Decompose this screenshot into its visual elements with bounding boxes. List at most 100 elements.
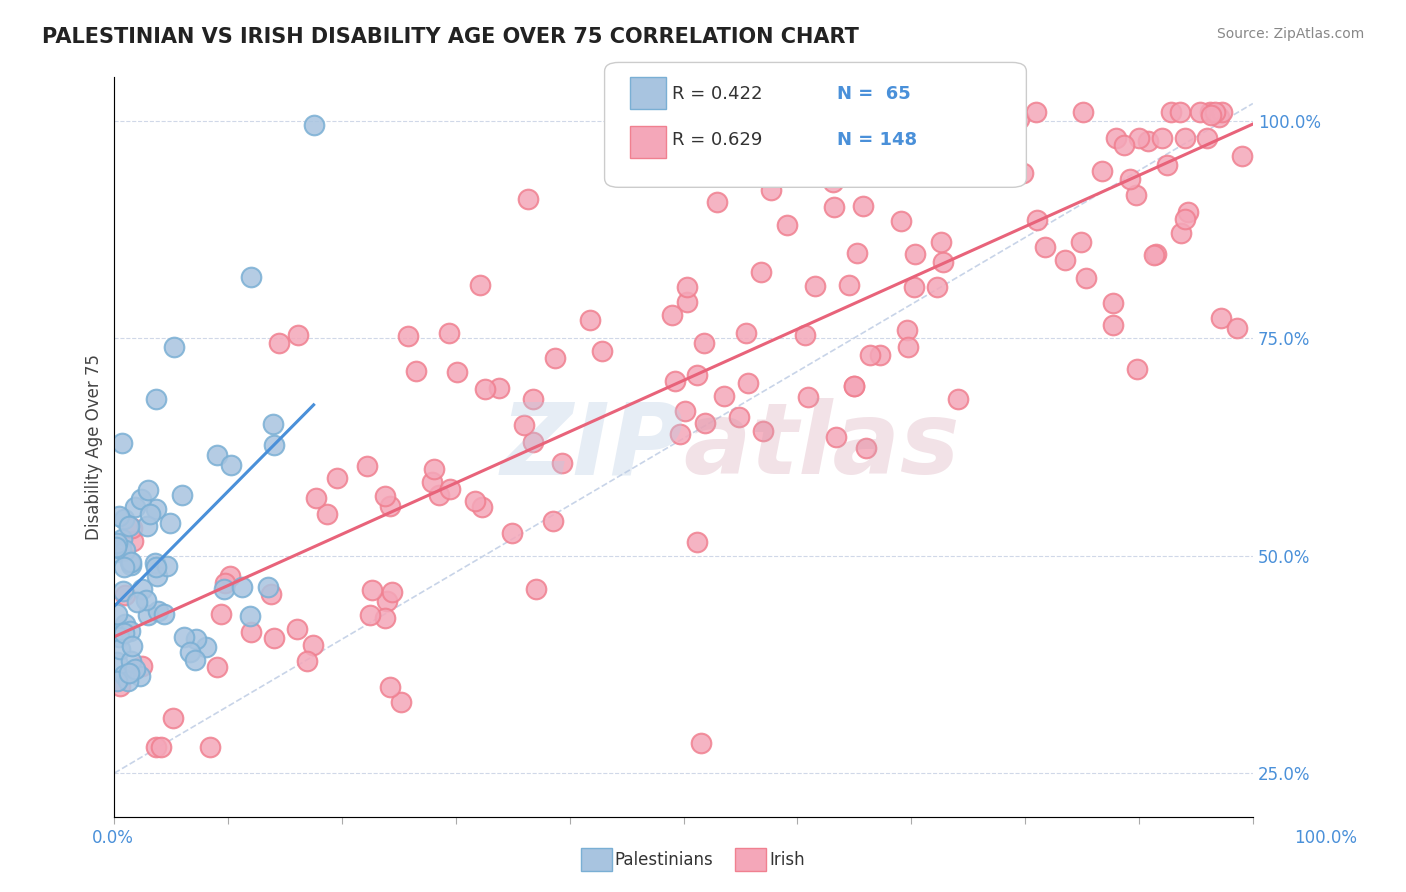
Point: [675, 295, 697, 310]
Point: [375, 594, 398, 608]
Point: [325, 471, 347, 485]
Text: atlas: atlas: [683, 399, 960, 495]
Point: [110, 541, 132, 556]
Text: N =  65: N = 65: [837, 85, 910, 103]
Point: [195, 640, 218, 654]
Point: [1033, 240, 1056, 254]
Point: [125, 595, 148, 609]
Point: [212, 582, 235, 597]
Point: [108, 630, 131, 644]
Point: [129, 492, 152, 507]
Point: [1177, 205, 1199, 219]
Point: [146, 603, 169, 617]
Point: [903, 280, 925, 294]
Point: [1119, 172, 1142, 186]
Point: [374, 611, 396, 625]
Point: [693, 336, 716, 351]
Point: [437, 326, 460, 340]
Point: [427, 488, 450, 502]
Point: [120, 654, 142, 668]
Point: [1156, 158, 1178, 172]
Point: [112, 560, 135, 574]
Point: [446, 365, 468, 379]
Point: [664, 375, 686, 389]
Point: [673, 404, 696, 418]
Point: [120, 555, 142, 569]
Point: [129, 669, 152, 683]
Point: [219, 569, 242, 583]
Point: [1150, 131, 1173, 145]
Point: [117, 673, 139, 688]
Point: [239, 608, 262, 623]
Point: [231, 580, 253, 594]
Point: [136, 483, 159, 498]
Point: [737, 376, 759, 390]
Point: [544, 351, 567, 365]
Point: [852, 199, 875, 213]
Point: [751, 265, 773, 279]
Point: [184, 632, 207, 647]
Point: [163, 340, 186, 354]
Point: [706, 194, 728, 209]
Point: [1025, 212, 1047, 227]
Point: [114, 588, 136, 602]
Point: [1128, 131, 1150, 145]
Point: [121, 520, 143, 534]
Point: [675, 280, 697, 294]
Point: [1008, 112, 1031, 126]
Point: [159, 516, 181, 530]
Point: [209, 607, 232, 622]
Point: [551, 456, 574, 470]
Point: [844, 379, 866, 393]
Point: [105, 655, 128, 669]
Point: [1090, 164, 1112, 178]
Point: [991, 138, 1014, 153]
Point: [953, 161, 976, 175]
Point: [205, 448, 228, 462]
Point: [361, 582, 384, 597]
Point: [257, 580, 280, 594]
Point: [824, 430, 846, 444]
Point: [1012, 166, 1035, 180]
Point: [1102, 318, 1125, 332]
Point: [124, 500, 146, 515]
Point: [262, 417, 284, 432]
Point: [260, 586, 283, 600]
Point: [122, 533, 145, 548]
Point: [842, 379, 865, 393]
Point: [838, 148, 860, 162]
Point: [1102, 295, 1125, 310]
Point: [728, 410, 751, 425]
Point: [149, 739, 172, 754]
Point: [145, 739, 167, 754]
Point: [389, 694, 412, 708]
Point: [439, 482, 461, 496]
Point: [1199, 105, 1222, 120]
Point: [793, 328, 815, 343]
Point: [219, 458, 242, 472]
Point: [929, 235, 952, 250]
Point: [522, 392, 544, 406]
Point: [591, 343, 613, 358]
Point: [112, 512, 135, 526]
Point: [145, 502, 167, 516]
Point: [105, 673, 128, 688]
Point: [686, 535, 709, 549]
Point: [297, 654, 319, 668]
Point: [797, 390, 820, 404]
Point: [378, 500, 401, 514]
Point: [904, 247, 927, 261]
Point: [1144, 247, 1167, 261]
Point: [145, 559, 167, 574]
Text: PALESTINIAN VS IRISH DISABILITY AGE OVER 75 CORRELATION CHART: PALESTINIAN VS IRISH DISABILITY AGE OVER…: [42, 27, 859, 46]
Point: [179, 645, 201, 659]
Point: [932, 254, 955, 268]
Point: [1073, 105, 1095, 120]
Point: [107, 508, 129, 523]
Point: [287, 622, 309, 636]
Point: [105, 540, 128, 554]
Point: [1230, 148, 1253, 162]
Point: [104, 545, 127, 559]
Text: Irish: Irish: [769, 851, 804, 869]
Point: [735, 326, 758, 341]
